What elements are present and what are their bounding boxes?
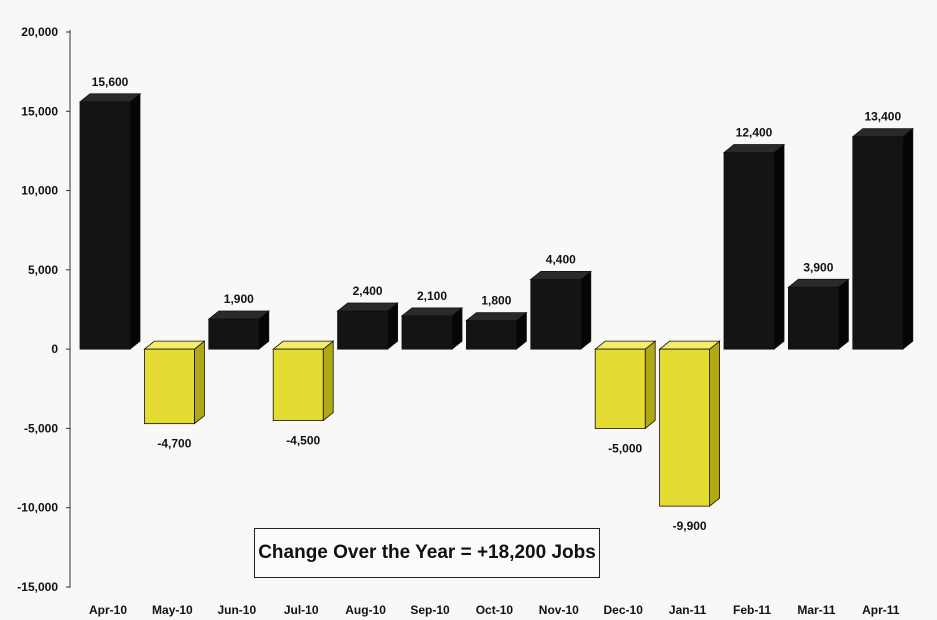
- x-tick-label: Jun-10: [217, 603, 256, 617]
- bar-side: [774, 145, 784, 350]
- bar-side: [581, 271, 591, 349]
- bar-top: [724, 145, 784, 153]
- bar-top: [209, 311, 269, 319]
- y-tick-label: -10,000: [17, 501, 58, 515]
- data-label: -5,000: [608, 441, 642, 455]
- x-tick-label: Apr-10: [89, 603, 127, 617]
- bar-front: [531, 279, 581, 349]
- bar-top: [338, 303, 398, 311]
- bar: [402, 308, 462, 349]
- x-tick-label: Sep-10: [410, 603, 450, 617]
- bar-front: [788, 287, 838, 349]
- x-tick-label: Feb-11: [733, 603, 771, 617]
- bar-front: [209, 319, 259, 349]
- bar-front: [660, 349, 710, 506]
- data-label: -9,900: [673, 519, 707, 533]
- y-tick-label: -5,000: [24, 421, 58, 435]
- bar: [660, 341, 720, 506]
- data-label: 12,400: [736, 126, 773, 140]
- x-tick-label: Jan-11: [669, 603, 707, 617]
- bar-side: [838, 279, 848, 349]
- y-axis-ticks: 20,000 15,000 10,000 5,000 0 -5,000 -10,000 -15…: [17, 25, 70, 594]
- bar-front: [402, 316, 452, 349]
- bar-top: [273, 341, 333, 349]
- bar-side: [323, 341, 333, 420]
- y-tick-label: 20,000: [21, 25, 58, 39]
- bar-front: [144, 349, 194, 424]
- bar: [273, 341, 333, 420]
- bar-side: [903, 129, 913, 349]
- category-labels: Apr-10 May-10 Jun-10 Jul-10 Aug-10 Sep-10 Oct-…: [89, 603, 900, 617]
- bar-side: [710, 341, 720, 506]
- y-tick-label: 15,000: [21, 104, 58, 118]
- bar-front: [273, 349, 323, 420]
- data-label: 1,800: [481, 294, 511, 308]
- bar: [531, 271, 591, 349]
- bar-front: [466, 321, 516, 350]
- bar: [466, 313, 526, 350]
- bar-side: [130, 94, 140, 349]
- bar-front: [595, 349, 645, 428]
- bar: [338, 303, 398, 349]
- bar-top: [466, 313, 526, 321]
- x-tick-label: Mar-11: [797, 603, 835, 617]
- bar-top: [144, 341, 204, 349]
- data-label: 2,400: [353, 284, 383, 298]
- x-tick-label: Jul-10: [284, 603, 319, 617]
- bar-top: [853, 129, 913, 137]
- x-tick-label: Aug-10: [345, 603, 386, 617]
- bar: [788, 279, 848, 349]
- bar-side: [194, 341, 204, 424]
- x-tick-label: Nov-10: [539, 603, 579, 617]
- bar-top: [402, 308, 462, 316]
- bar-top: [595, 341, 655, 349]
- y-tick-label: -15,000: [17, 580, 58, 594]
- bar-top: [788, 279, 848, 287]
- data-label: -4,700: [157, 437, 191, 451]
- bar-front: [724, 153, 774, 350]
- data-label: 13,400: [864, 110, 901, 124]
- annotation-box: Change Over the Year = +18,200 Jobs: [254, 528, 600, 578]
- bar: [144, 341, 204, 424]
- bar: [80, 94, 140, 349]
- bar: [724, 145, 784, 350]
- x-tick-label: Oct-10: [476, 603, 514, 617]
- bar-top: [80, 94, 140, 102]
- data-label: 3,900: [803, 260, 833, 274]
- y-tick-label: 0: [51, 342, 58, 356]
- bar-front: [338, 311, 388, 349]
- data-label: 4,400: [546, 252, 576, 266]
- annotation-text: Change Over the Year = +18,200 Jobs: [258, 542, 596, 564]
- x-tick-label: Apr-11: [862, 603, 900, 617]
- data-label: -4,500: [286, 434, 320, 448]
- bar-side: [645, 341, 655, 428]
- data-label: 15,600: [92, 75, 129, 89]
- y-tick-label: 10,000: [21, 184, 58, 198]
- data-label: 1,900: [224, 292, 254, 306]
- bar-front: [853, 137, 903, 349]
- data-label: 2,100: [417, 289, 447, 303]
- bar: [595, 341, 655, 428]
- y-tick-label: 5,000: [28, 263, 58, 277]
- bar-front: [80, 102, 130, 349]
- x-tick-label: Dec-10: [604, 603, 644, 617]
- bar-top: [660, 341, 720, 349]
- bar: [853, 129, 913, 349]
- bar: [209, 311, 269, 349]
- bar-top: [531, 271, 591, 279]
- x-tick-label: May-10: [152, 603, 193, 617]
